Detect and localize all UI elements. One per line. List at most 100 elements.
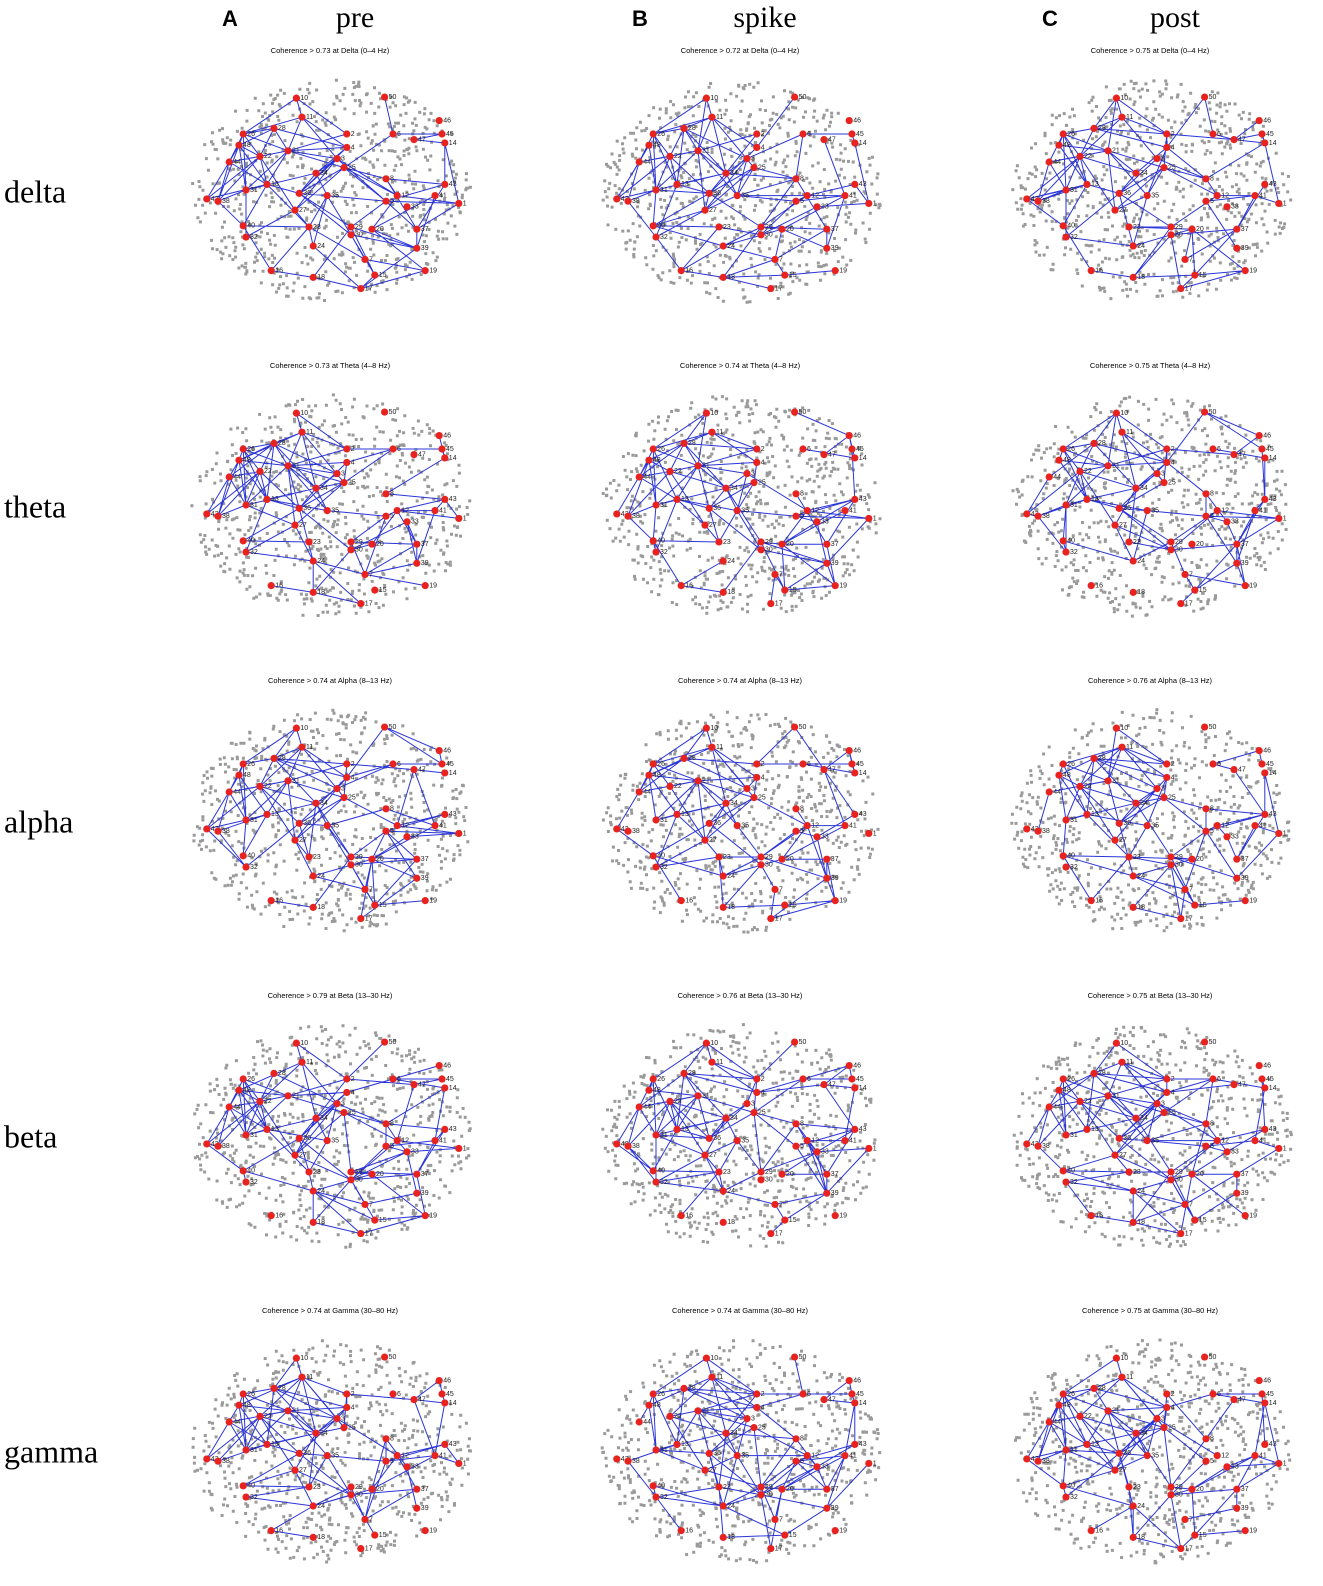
electrode-label: 2 — [761, 446, 765, 453]
electrode — [1023, 510, 1031, 518]
electrode-label: 27 — [299, 207, 307, 214]
electrode — [393, 1137, 401, 1145]
electrode — [705, 819, 713, 827]
electrode — [381, 408, 389, 416]
electrode — [382, 1120, 390, 1128]
electrode-label: 25 — [758, 479, 766, 486]
electrode-label: 19 — [429, 582, 437, 589]
electrode-label: 31 — [250, 817, 258, 824]
electrode-label: 41 — [439, 822, 447, 829]
electrode-label: 31 — [250, 1132, 258, 1139]
electrode — [1112, 94, 1120, 102]
electrode-label: 15 — [1199, 272, 1207, 279]
electrode — [242, 816, 250, 824]
electrode-label: 25 — [1168, 794, 1176, 801]
electrode-label: 14 — [859, 1085, 867, 1092]
electrode-label: 24 — [317, 1188, 325, 1195]
electrode-label: 22 — [674, 468, 682, 475]
electrode — [1059, 130, 1067, 138]
electrode-label: 30 — [1175, 1492, 1183, 1499]
electrode — [368, 225, 376, 233]
electrode-label: 17 — [1185, 915, 1193, 922]
electrode-label: 2 — [1171, 761, 1175, 768]
electrode-label: 3 — [341, 785, 345, 792]
electrode-label: 28 — [1098, 440, 1106, 447]
electrode — [1125, 853, 1133, 861]
electrode — [368, 855, 376, 863]
electrode — [371, 586, 379, 594]
electrode — [1201, 93, 1209, 101]
electrode-label: 5 — [1210, 1458, 1214, 1465]
electrode — [1261, 1125, 1269, 1133]
electrode — [455, 829, 463, 838]
electrode — [1087, 267, 1095, 275]
electrode — [295, 819, 303, 827]
electrode — [333, 1100, 341, 1108]
electrode-label: 13 — [271, 1126, 279, 1133]
electrode — [1167, 231, 1175, 239]
electrode-label: 21 — [1112, 778, 1120, 785]
electrode-label: 30 — [355, 862, 363, 869]
electrode — [1261, 1084, 1269, 1092]
electrode — [1202, 490, 1210, 498]
electrode-label: 28 — [278, 1385, 286, 1392]
electrode-label: 10 — [300, 95, 308, 102]
electrode-label: 42 — [211, 196, 219, 203]
electrode-label: 40 — [1067, 853, 1075, 860]
electrode-label: 34 — [730, 170, 738, 177]
electrode-label: 29 — [355, 539, 363, 546]
panel-title: Coherence > 0.79 at Beta (13–30 Hz) — [268, 991, 393, 1000]
electrode — [848, 445, 856, 453]
electrode — [284, 1407, 292, 1415]
panel-title: Coherence > 0.76 at Beta (13–30 Hz) — [678, 991, 803, 1000]
electrode-label: 30 — [355, 547, 363, 554]
electrode-label: 21 — [292, 463, 300, 470]
electrode-label: 14 — [1269, 1085, 1277, 1092]
electrode — [256, 1412, 264, 1420]
electrode-label: 48 — [243, 772, 251, 779]
electrode-label: 19 — [839, 897, 847, 904]
electrode — [421, 1527, 429, 1535]
electrode — [361, 255, 369, 264]
electrode — [624, 1457, 632, 1465]
electrode — [371, 901, 379, 909]
electrode-label: 14 — [449, 1085, 457, 1092]
electrode-label: 44 — [1053, 789, 1061, 796]
brain-panel: Coherence > 0.74 at Theta (4–8 Hz)10 5011… — [601, 361, 882, 615]
electrode-label: 44 — [643, 159, 651, 166]
electrode-label: 1 — [1283, 830, 1287, 837]
electrode — [435, 431, 443, 440]
electrode — [848, 130, 856, 138]
electrode — [851, 1084, 859, 1092]
electrode-label: 46 — [1263, 1377, 1271, 1384]
electrode — [340, 1424, 348, 1432]
electrode — [203, 825, 211, 833]
electrode-label: 4 — [761, 459, 765, 466]
electrode-label: 15 — [789, 1217, 797, 1224]
electrode — [851, 769, 859, 777]
electrode-label: 44 — [643, 789, 651, 796]
electrode-label: 2 — [351, 761, 355, 768]
electrode-label: 16 — [685, 897, 693, 904]
coherence-edges — [1026, 96, 1280, 290]
electrode — [393, 822, 401, 830]
electrode — [239, 1167, 247, 1175]
electrode — [1129, 903, 1137, 911]
electrode — [823, 874, 831, 882]
electrode — [242, 1178, 250, 1186]
electrode-label: 24 — [1137, 558, 1145, 565]
electrode-label: 22 — [1084, 783, 1092, 790]
electrode-label: 26 — [657, 1076, 665, 1083]
electrode-label: 13 — [681, 1126, 689, 1133]
coherence-edges — [206, 96, 460, 290]
electrode — [1202, 1142, 1210, 1150]
electrode — [403, 518, 411, 526]
electrode — [767, 284, 775, 293]
electrode — [750, 479, 758, 487]
electrode-label: 33 — [821, 834, 829, 841]
coherence-edges — [1026, 1042, 1280, 1235]
electrode-label: 4 — [1171, 774, 1175, 781]
panel-title: Coherence > 0.76 at Alpha (8–13 Hz) — [1088, 676, 1213, 685]
electrode-label: 43 — [449, 496, 457, 503]
electrode — [292, 1354, 300, 1362]
